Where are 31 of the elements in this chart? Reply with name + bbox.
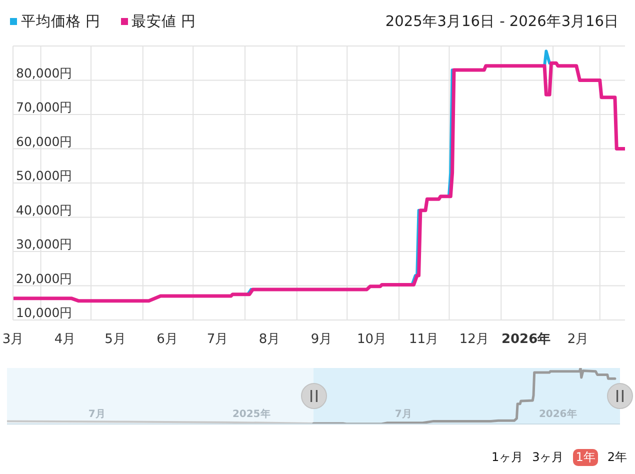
y-tick-label: 60,000円 (16, 134, 73, 149)
y-tick-label: 10,000円 (16, 305, 73, 320)
x-tick-label: 4月 (54, 332, 76, 347)
x-tick-label: 7月 (206, 332, 228, 347)
x-tick-label: 10月 (357, 332, 387, 347)
x-tick-label: 5月 (104, 332, 126, 347)
x-tick-label: 2026年 (501, 332, 551, 347)
y-tick-label: 80,000円 (16, 65, 73, 80)
x-tick-label: 2026年 (538, 408, 577, 420)
y-tick-label: 50,000円 (16, 168, 73, 183)
legend-label: 平均価格 円 (21, 13, 101, 31)
y-tick-label: 40,000円 (16, 202, 73, 218)
x-tick-label: 12月 (459, 332, 489, 347)
x-tick-label: 2025年 (232, 408, 270, 420)
x-tick-label: 6月 (156, 332, 178, 347)
x-tick-label: 7月 (88, 409, 106, 420)
y-tick-label: 30,000円 (16, 236, 73, 252)
y-tick-label: 70,000円 (16, 100, 73, 114)
y-tick-label: 20,000円 (16, 270, 73, 286)
text: 1ヶ月 (491, 450, 524, 464)
legend-label: 最安値 円 (132, 12, 196, 31)
chart-subtitle: 2025年3月16日 - 2026年3月16日 (385, 14, 619, 30)
x-tick-label: 9月 (310, 332, 332, 347)
x-tick-label: 3月 (2, 332, 24, 347)
text: 3ヶ月 (532, 450, 564, 464)
x-tick-label: 11月 (409, 332, 439, 347)
x-tick-label: 8月 (258, 332, 280, 347)
selected-button: 1年 (572, 449, 598, 466)
text: 2年 (607, 450, 627, 464)
x-tick-label: 2月 (567, 332, 589, 347)
x-tick-label: 7月 (394, 409, 412, 420)
